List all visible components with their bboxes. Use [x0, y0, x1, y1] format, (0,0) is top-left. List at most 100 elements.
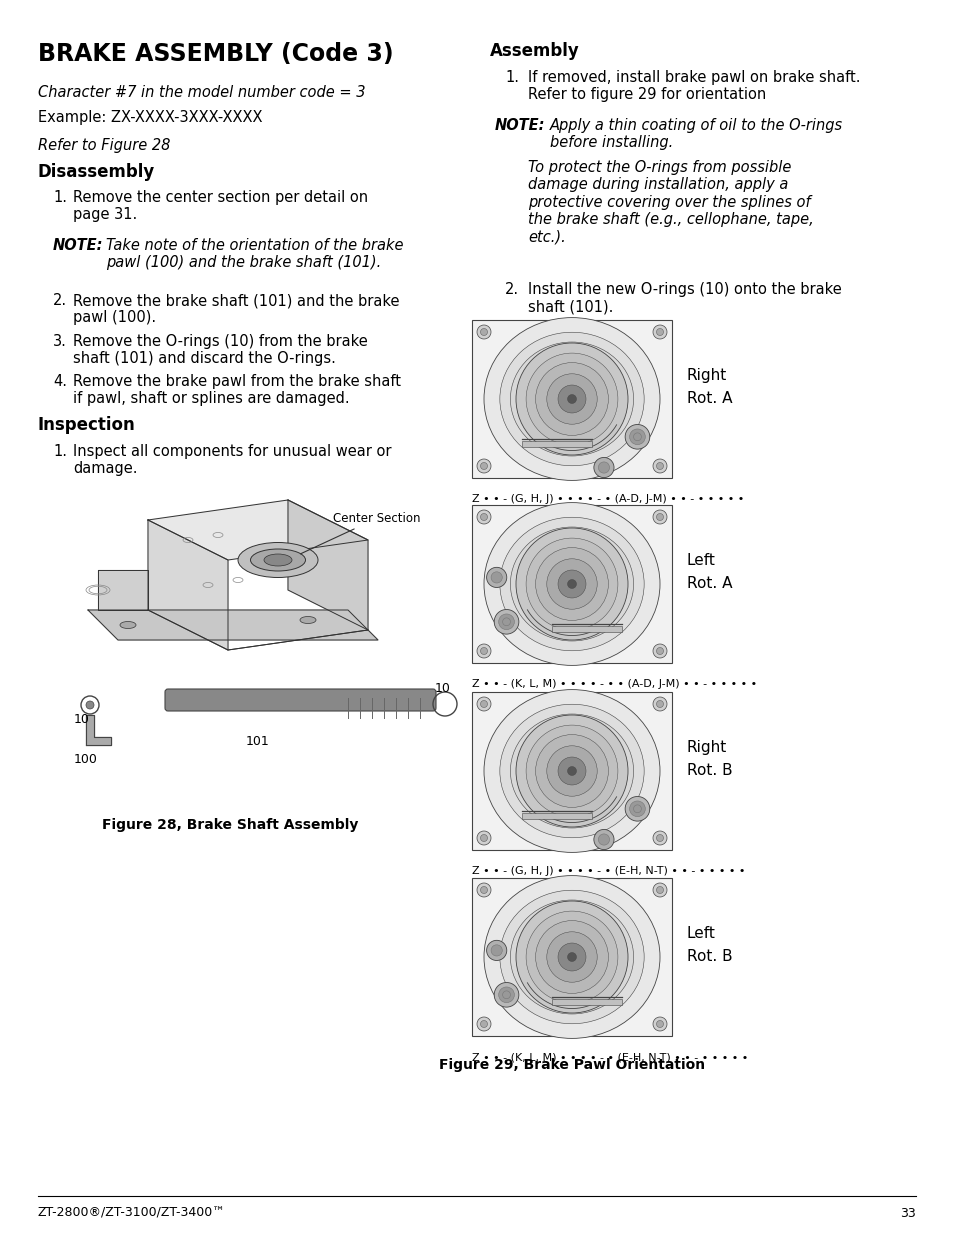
- Bar: [521, 813, 592, 819]
- Circle shape: [629, 802, 644, 816]
- Ellipse shape: [483, 689, 659, 852]
- Ellipse shape: [523, 726, 619, 816]
- Text: Refer to Figure 28: Refer to Figure 28: [38, 138, 171, 153]
- Text: 101: 101: [246, 735, 270, 748]
- Circle shape: [480, 647, 487, 655]
- Circle shape: [558, 944, 585, 971]
- Bar: [521, 441, 592, 447]
- Circle shape: [480, 1020, 487, 1028]
- Circle shape: [480, 835, 487, 841]
- Circle shape: [480, 462, 487, 469]
- Ellipse shape: [251, 550, 305, 571]
- Polygon shape: [288, 500, 368, 630]
- Bar: [552, 625, 621, 631]
- Text: If removed, install brake pawl on brake shaft.
Refer to figure 29 for orientatio: If removed, install brake pawl on brake …: [527, 70, 860, 103]
- Circle shape: [498, 614, 514, 630]
- Circle shape: [535, 920, 608, 993]
- Text: 4.: 4.: [53, 374, 67, 389]
- Circle shape: [516, 343, 627, 454]
- Circle shape: [598, 462, 609, 473]
- Circle shape: [656, 835, 662, 841]
- Text: Apply a thin coating of oil to the O-rings
before installing.: Apply a thin coating of oil to the O-rin…: [550, 119, 842, 151]
- Text: Z • • - (G, H, J) • • • • - • (A-D, J-M) • • - • • • • •: Z • • - (G, H, J) • • • • - • (A-D, J-M)…: [472, 494, 743, 504]
- Text: 10: 10: [74, 713, 90, 726]
- Ellipse shape: [510, 900, 633, 1014]
- FancyBboxPatch shape: [165, 689, 436, 711]
- Circle shape: [516, 715, 627, 827]
- Circle shape: [656, 462, 662, 469]
- Circle shape: [494, 983, 518, 1007]
- Circle shape: [567, 579, 576, 589]
- Circle shape: [476, 325, 491, 338]
- Circle shape: [656, 647, 662, 655]
- Text: 2.: 2.: [53, 293, 67, 308]
- Text: Right
Rot. B: Right Rot. B: [686, 741, 732, 778]
- Circle shape: [502, 990, 510, 999]
- Polygon shape: [98, 571, 148, 610]
- Ellipse shape: [483, 876, 659, 1039]
- Circle shape: [476, 1016, 491, 1031]
- Circle shape: [535, 735, 608, 808]
- Text: NOTE:: NOTE:: [53, 238, 103, 253]
- Circle shape: [567, 394, 576, 404]
- Ellipse shape: [237, 542, 317, 578]
- Text: Figure 29, Brake Pawl Orientation: Figure 29, Brake Pawl Orientation: [438, 1058, 704, 1072]
- Ellipse shape: [499, 704, 643, 837]
- Circle shape: [480, 700, 487, 708]
- Circle shape: [656, 887, 662, 893]
- Text: Example: ZX-XXXX-3XXX-XXXX: Example: ZX-XXXX-3XXX-XXXX: [38, 110, 262, 125]
- Circle shape: [652, 831, 666, 845]
- Text: Remove the brake pawl from the brake shaft
if pawl, shaft or splines are damaged: Remove the brake pawl from the brake sha…: [73, 374, 400, 406]
- Circle shape: [476, 459, 491, 473]
- Text: Left
Rot. A: Left Rot. A: [686, 553, 732, 590]
- Ellipse shape: [499, 517, 643, 651]
- Circle shape: [476, 883, 491, 897]
- Circle shape: [498, 987, 514, 1003]
- Ellipse shape: [483, 503, 659, 666]
- Ellipse shape: [499, 890, 643, 1024]
- Text: 10: 10: [435, 682, 451, 695]
- Ellipse shape: [483, 317, 659, 480]
- Polygon shape: [148, 520, 228, 650]
- Circle shape: [656, 329, 662, 336]
- Bar: [472, 692, 671, 850]
- Ellipse shape: [264, 555, 292, 566]
- Circle shape: [567, 767, 576, 776]
- Text: Remove the O-rings (10) from the brake
shaft (101) and discard the O-rings.: Remove the O-rings (10) from the brake s…: [73, 333, 367, 367]
- Ellipse shape: [510, 527, 633, 641]
- Circle shape: [567, 952, 576, 962]
- Ellipse shape: [510, 714, 633, 827]
- Text: Center Section: Center Section: [300, 513, 420, 553]
- Circle shape: [86, 701, 94, 709]
- Circle shape: [652, 697, 666, 711]
- Circle shape: [525, 911, 618, 1003]
- Text: ZT-2800®/ZT-3100/ZT-3400™: ZT-2800®/ZT-3100/ZT-3400™: [38, 1207, 226, 1220]
- Text: Disassembly: Disassembly: [38, 163, 155, 182]
- Text: 1.: 1.: [504, 70, 518, 85]
- Circle shape: [525, 538, 618, 630]
- Circle shape: [652, 459, 666, 473]
- Circle shape: [633, 433, 640, 441]
- Polygon shape: [148, 500, 368, 559]
- Circle shape: [624, 797, 649, 821]
- Circle shape: [558, 571, 585, 598]
- Ellipse shape: [523, 540, 619, 629]
- Circle shape: [486, 567, 506, 588]
- Circle shape: [594, 830, 614, 850]
- Circle shape: [656, 1020, 662, 1028]
- Text: Assembly: Assembly: [490, 42, 579, 61]
- Text: Remove the brake shaft (101) and the brake
pawl (100).: Remove the brake shaft (101) and the bra…: [73, 293, 399, 325]
- Text: Figure 28, Brake Shaft Assembly: Figure 28, Brake Shaft Assembly: [102, 818, 357, 832]
- Bar: [472, 878, 671, 1036]
- Circle shape: [535, 547, 608, 620]
- Text: Inspection: Inspection: [38, 416, 135, 433]
- Circle shape: [546, 558, 597, 609]
- Circle shape: [535, 363, 608, 436]
- Text: BRAKE ASSEMBLY (Code 3): BRAKE ASSEMBLY (Code 3): [38, 42, 394, 65]
- Circle shape: [656, 514, 662, 520]
- Text: 100: 100: [74, 753, 98, 766]
- Text: Left
Rot. B: Left Rot. B: [686, 926, 732, 963]
- Circle shape: [594, 457, 614, 478]
- Circle shape: [546, 374, 597, 424]
- Circle shape: [480, 329, 487, 336]
